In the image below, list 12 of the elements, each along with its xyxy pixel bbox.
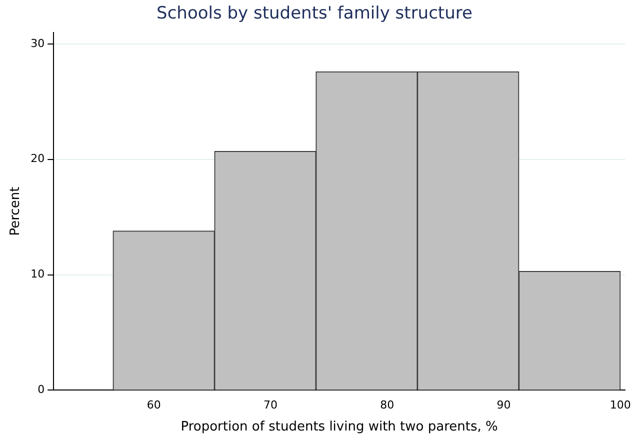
x-tick-label: 90 — [496, 398, 511, 412]
y-tick-label: 20 — [30, 152, 45, 166]
y-axis-title: Percent — [8, 186, 24, 236]
y-tick-label: 30 — [30, 36, 45, 50]
x-tick-label: 70 — [263, 398, 278, 412]
y-tick-label: 0 — [38, 383, 45, 396]
chart-title: Schools by students' family structure — [156, 4, 472, 24]
x-tick-label: 80 — [380, 398, 394, 412]
x-axis-title: Proportion of students living with two parents, % — [180, 420, 498, 435]
y-tick-label: 10 — [30, 268, 45, 281]
x-tick-label: 60 — [146, 398, 161, 412]
x-tick-label: 100 — [610, 398, 631, 412]
